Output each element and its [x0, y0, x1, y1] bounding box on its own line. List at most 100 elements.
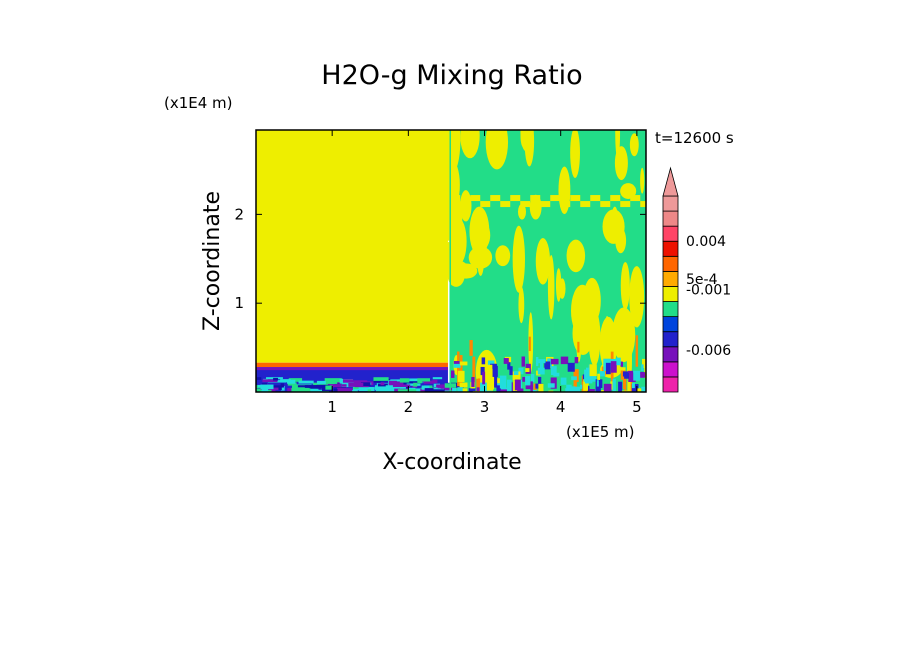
plume-core: [528, 336, 531, 352]
bl-cell: [358, 387, 375, 392]
band-cell: [500, 201, 511, 208]
turbulent-cell: [641, 364, 644, 372]
turbulent-cell: [511, 391, 518, 392]
turbulent-cell: [514, 379, 521, 391]
turbulent-cell: [596, 380, 599, 387]
band-cell: [570, 195, 581, 202]
turbulent-cell: [612, 378, 616, 392]
turbulent-cell: [459, 382, 468, 388]
band-cell: [580, 201, 591, 208]
x-tick-label: 4: [556, 398, 566, 416]
band-cell: [520, 201, 531, 208]
bl-cell: [373, 380, 381, 383]
band-cell: [510, 195, 521, 202]
bl-cell: [348, 389, 358, 392]
turbulent-cell: [507, 359, 511, 370]
x-axis-label: X-coordinate: [382, 450, 521, 475]
band-cell: [560, 201, 571, 208]
x-scale-label: (x1E5 m): [566, 423, 635, 441]
band-cell: [530, 195, 541, 202]
plume: [547, 255, 555, 320]
y-tick-label: 1: [234, 294, 244, 312]
turbulent-cell: [544, 361, 551, 370]
plume: [454, 263, 478, 279]
colorbar-label: -0.006: [686, 343, 731, 359]
bl-cell: [280, 383, 284, 387]
plume: [620, 183, 637, 200]
bl-cell: [373, 377, 389, 381]
turbulent-cell: [591, 374, 597, 382]
bl-cell: [408, 387, 416, 391]
plume-core: [472, 356, 476, 386]
turbulent-cell: [627, 380, 631, 392]
turbulent-cell: [450, 370, 455, 378]
plume: [535, 238, 551, 285]
turbulent-cell: [485, 364, 493, 370]
plume-core: [457, 351, 460, 387]
x-tick-label: 5: [632, 398, 642, 416]
turbulent-cell: [644, 365, 646, 379]
band-cell: [620, 201, 631, 208]
colorbar-segment: [662, 346, 679, 363]
colorbar-segment: [662, 195, 679, 212]
turbulent-cell: [610, 381, 613, 390]
turbulent-cell: [642, 391, 645, 392]
band-cell: [550, 195, 561, 202]
plume-core: [620, 369, 625, 380]
plume: [629, 266, 645, 328]
turbulent-cell: [595, 379, 603, 389]
turbulent-cell: [637, 388, 642, 392]
turbulent-cell: [506, 379, 512, 392]
turbulent-cell: [587, 386, 590, 392]
colorbar-label: 5e-4: [686, 272, 718, 288]
turbulent-cell: [481, 357, 486, 365]
x-axis: 1 2 3 4 5: [327, 130, 642, 416]
colorbar-segment: [662, 361, 679, 378]
bl-cell: [348, 382, 364, 387]
plume: [517, 203, 527, 220]
turbulent-cell: [500, 389, 508, 392]
turbulent-cell: [585, 367, 593, 372]
plume: [520, 130, 527, 148]
plume-core: [624, 370, 627, 392]
bl-cell: [324, 378, 342, 383]
turbulent-cell: [566, 384, 572, 392]
turbulent-cell: [513, 371, 519, 375]
plume: [614, 146, 628, 181]
turbulent-cell: [610, 361, 617, 373]
bl-cell: [298, 380, 314, 384]
turbulent-cell: [550, 366, 557, 376]
plume: [576, 314, 582, 363]
band-cell: [460, 201, 471, 208]
bl-cell: [273, 385, 284, 388]
turbulent-cell: [476, 387, 480, 392]
turbulent-cell: [525, 384, 533, 390]
colorbar-segment: [662, 270, 679, 287]
bl-cell: [374, 386, 392, 389]
plume-core: [577, 341, 580, 353]
bl-cell: [262, 379, 278, 383]
turbulent-cell: [468, 388, 476, 392]
colorbar-segment: [662, 225, 679, 242]
turbulent-cell: [471, 377, 475, 387]
plume-core: [601, 366, 606, 376]
bl-cell: [323, 381, 338, 384]
turbulent-cell: [620, 361, 623, 367]
turbulent-cell: [496, 384, 502, 392]
bl-cell: [421, 385, 430, 390]
bl-cell: [385, 385, 404, 391]
bl-cell: [375, 386, 393, 392]
turbulent-cell: [642, 358, 646, 368]
plume: [512, 225, 525, 293]
plume: [640, 167, 645, 194]
bl-cell: [392, 384, 411, 387]
turbulent-cell: [571, 376, 577, 381]
bl-cell: [380, 382, 385, 386]
turbulent-cell: [599, 371, 605, 377]
turbulent-cell: [457, 370, 465, 382]
plume-core: [477, 378, 481, 392]
bl-cell: [403, 381, 421, 386]
plume: [449, 217, 467, 266]
plume: [518, 286, 525, 324]
turbulent-cell: [492, 365, 498, 377]
